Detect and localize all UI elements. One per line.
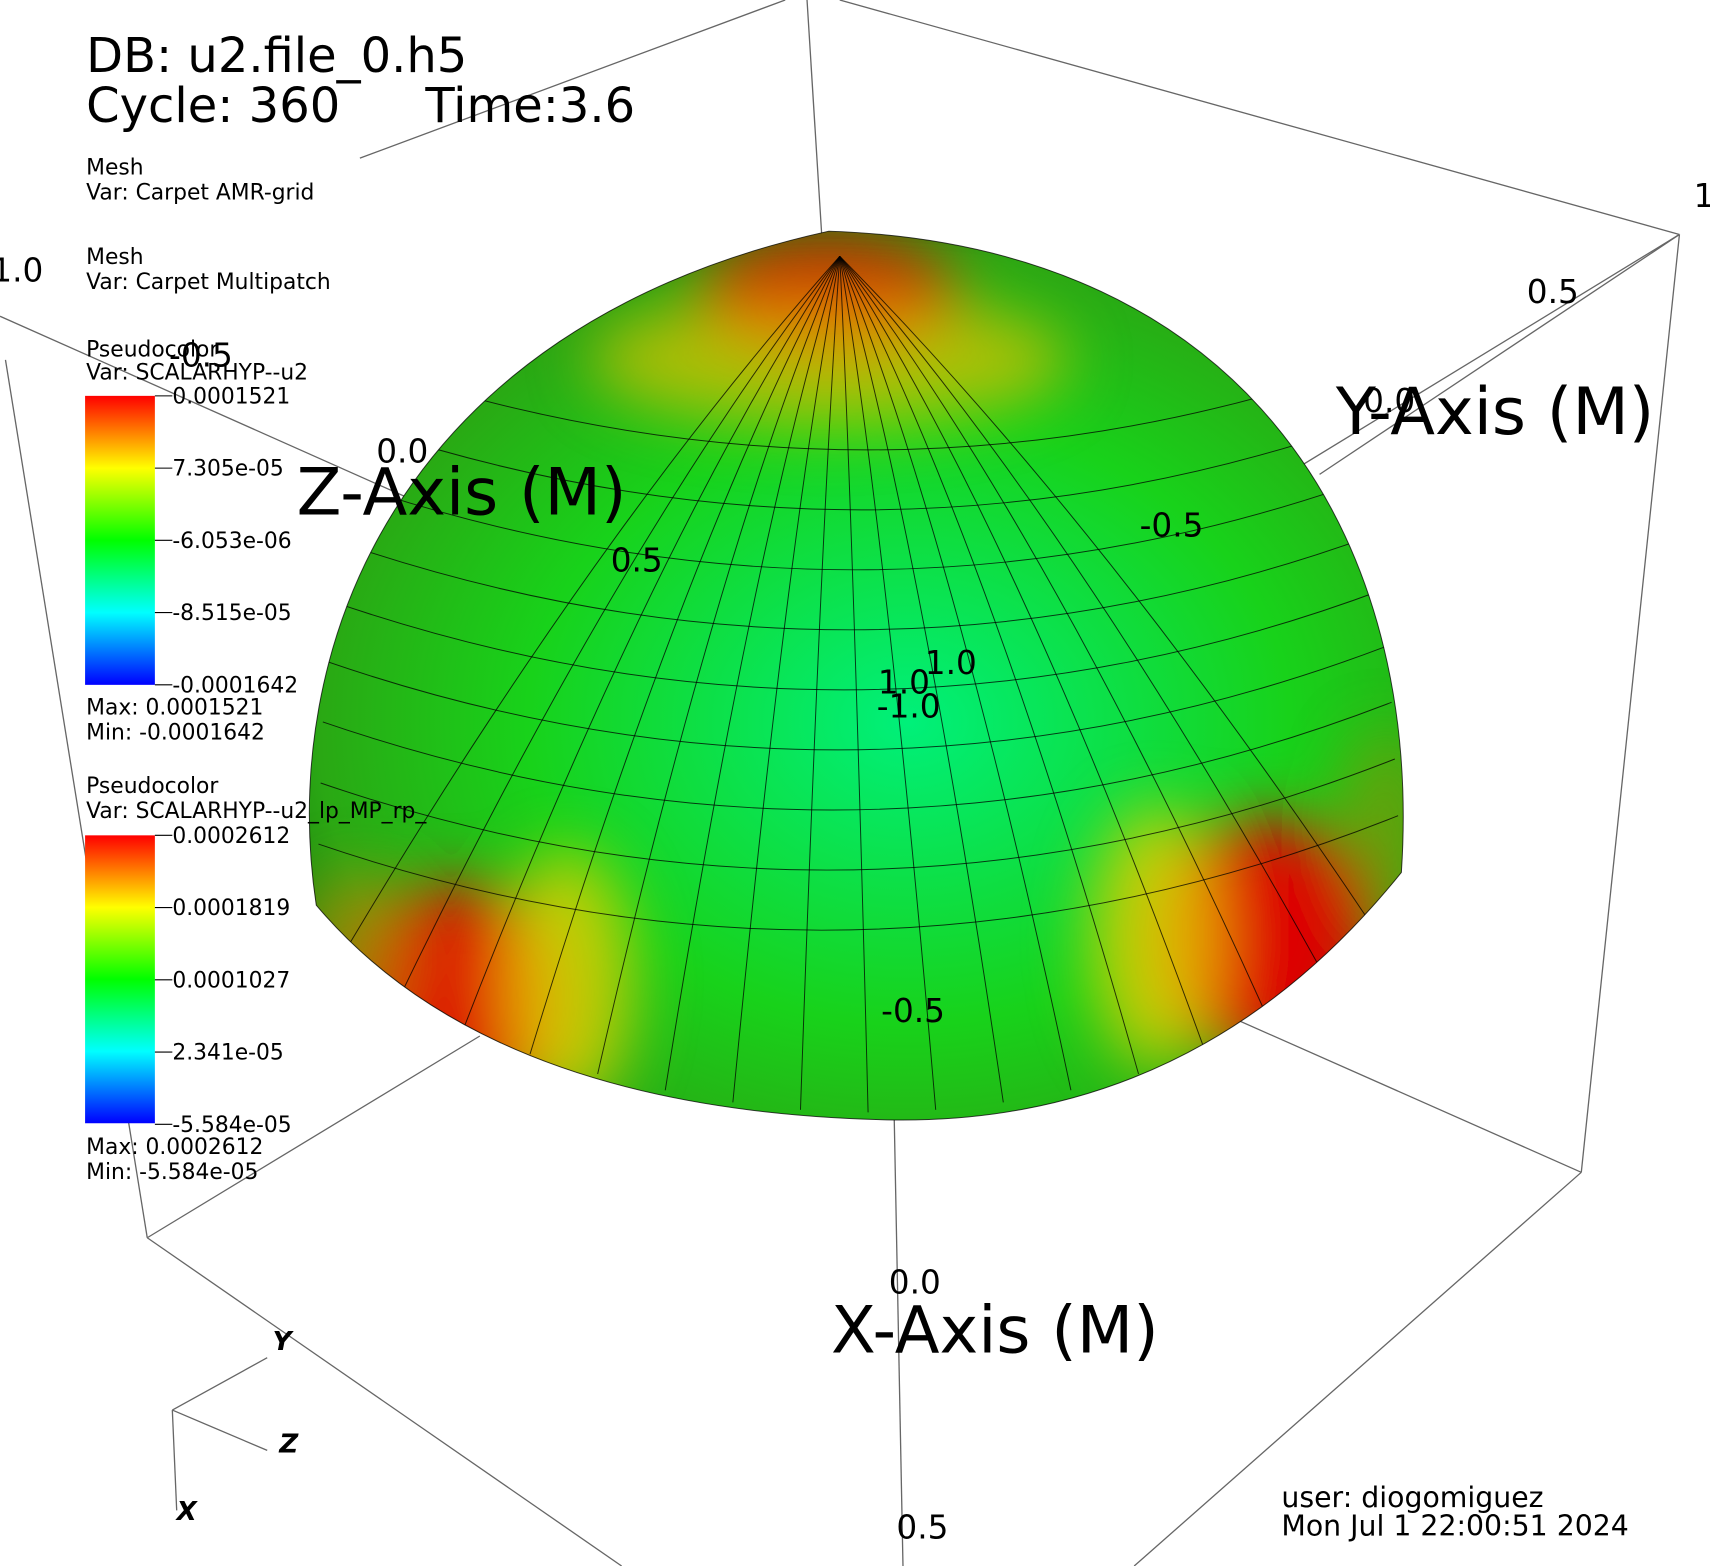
mesh-parallel bbox=[331, 475, 1379, 571]
mesh-meridian bbox=[839, 256, 1004, 1103]
mesh-meridian bbox=[839, 255, 1404, 982]
axis-tick-label: 0.5 bbox=[896, 1509, 948, 1547]
colorbar-tick-label: 7.305e-05 bbox=[172, 457, 283, 482]
date-label: Mon Jul 1 22:00:51 2024 bbox=[1281, 1509, 1628, 1542]
mesh-meridian bbox=[839, 255, 1275, 1032]
axis-tick-label: -0.5 bbox=[1140, 507, 1204, 545]
axis-tick-label: 0.5 bbox=[611, 541, 663, 579]
mesh-parallel bbox=[324, 645, 1389, 751]
mesh-meridian bbox=[326, 255, 841, 982]
mesh-parallel bbox=[333, 416, 1376, 511]
mesh-meridian bbox=[461, 256, 841, 1032]
triad bbox=[171, 1357, 268, 1511]
legend-plot: Pseudocolor bbox=[86, 774, 218, 799]
colorbar-2 bbox=[85, 835, 155, 1124]
hemisphere bbox=[309, 231, 1404, 1121]
mesh-parallel bbox=[320, 758, 1395, 871]
z-axis-title: Z-Axis (M) bbox=[297, 455, 627, 531]
legend-var: Var: SCALARHYP--u2_lp_MP_rp_ bbox=[86, 799, 427, 824]
mesh-meridian bbox=[839, 255, 1342, 1008]
legend-min: Min: -5.584e-05 bbox=[86, 1160, 258, 1185]
axis-tick-label: 0.0 bbox=[376, 432, 428, 470]
y-axis-title: Y-Axis (M) bbox=[1335, 374, 1654, 450]
axis-tick-label: -0.5 bbox=[881, 992, 945, 1030]
legend-min: Min: -0.0001642 bbox=[86, 720, 265, 745]
triad-x: X bbox=[175, 1497, 199, 1527]
mesh-meridian bbox=[529, 256, 841, 1055]
mesh-meridian bbox=[799, 256, 841, 1110]
mesh-meridian bbox=[839, 256, 937, 1110]
colorbar-tick-label: 0.0001027 bbox=[172, 968, 290, 993]
triad-z: Z bbox=[278, 1430, 299, 1460]
mesh-parallel bbox=[318, 815, 1399, 931]
colorbar-tick-label: -8.515e-05 bbox=[172, 601, 291, 626]
axis-tick-label: -0.5 bbox=[169, 336, 233, 374]
colorbar-tick-label: -5.584e-05 bbox=[172, 1113, 291, 1138]
legend-plot: Mesh bbox=[86, 245, 143, 270]
x-axis-title: X-Axis (M) bbox=[831, 1292, 1159, 1368]
mesh-parallel bbox=[322, 701, 1392, 811]
mesh-meridian bbox=[839, 256, 1072, 1091]
mesh-parallel bbox=[329, 531, 1382, 631]
axis-tick-label: 0.0 bbox=[1363, 382, 1415, 420]
colorbar-tick-label: 0.0001521 bbox=[172, 384, 290, 409]
colorbar-tick-label: 0.0002612 bbox=[172, 824, 290, 849]
legend-var: Var: Carpet Multipatch bbox=[86, 270, 331, 295]
mesh-meridian bbox=[732, 256, 841, 1103]
axis-tick-label: 1.0 bbox=[878, 664, 930, 702]
mesh-meridian bbox=[597, 256, 841, 1075]
legend-plot: Pseudocolor bbox=[86, 338, 218, 363]
mesh-meridian bbox=[394, 255, 841, 1008]
mesh-parallel bbox=[327, 588, 1386, 691]
axis-tick-label: 1.0 bbox=[0, 251, 43, 289]
legend-var: Var: Carpet AMR-grid bbox=[86, 181, 314, 206]
colorbar-tick-label: -0.0001642 bbox=[172, 673, 298, 698]
axis-tick-label: 1 bbox=[1694, 177, 1710, 215]
db-label: DB: u2.file_0.h5 bbox=[86, 28, 467, 84]
user-label: user: diogomiguez bbox=[1281, 1481, 1543, 1514]
time-label: Time:3.6 bbox=[424, 78, 635, 134]
legend-max: Max: 0.0002612 bbox=[86, 1135, 263, 1160]
colorbar-tick-label: 0.0001819 bbox=[172, 896, 290, 921]
legend-max: Max: 0.0001521 bbox=[86, 695, 263, 720]
mesh-meridian bbox=[839, 256, 1207, 1055]
mesh-meridian bbox=[664, 256, 841, 1091]
dome-outline bbox=[308, 230, 1404, 1121]
mesh-meridian bbox=[839, 256, 869, 1113]
mesh-meridian bbox=[839, 256, 1140, 1075]
colorbar-1 bbox=[85, 395, 155, 685]
triad-y: Y bbox=[273, 1327, 295, 1357]
colorbar-tick-label: 2.341e-05 bbox=[172, 1041, 283, 1066]
axis-tick-label: 0.5 bbox=[1527, 273, 1579, 311]
mesh-parallel bbox=[335, 355, 1373, 451]
axis-tick-label: 1.0 bbox=[925, 644, 977, 682]
axis-tick-label: 0.0 bbox=[889, 1263, 941, 1301]
axis-tick-label: -1.0 bbox=[877, 688, 941, 726]
colorbar-tick-label: -6.053e-06 bbox=[172, 529, 291, 554]
cycle-label: Cycle: 360 bbox=[86, 78, 340, 134]
legend-var: Var: SCALARHYP--u2 bbox=[86, 361, 308, 386]
legend-plot: Mesh bbox=[86, 155, 143, 180]
